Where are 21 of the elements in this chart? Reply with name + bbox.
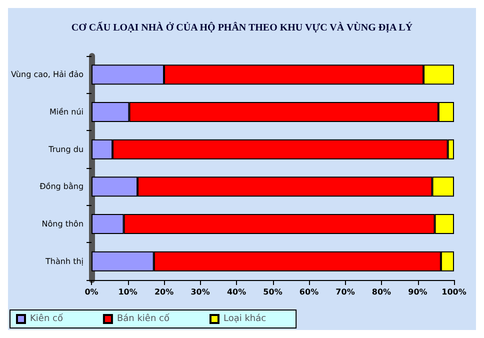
x-tick-label: 100% bbox=[442, 288, 466, 296]
y-tick-label: Đồng bằng bbox=[40, 181, 84, 192]
x-tick-label: 60% bbox=[299, 288, 319, 296]
x-tick-label: 50% bbox=[263, 288, 282, 296]
y-tick-label: Thành thị bbox=[44, 256, 84, 266]
legend-label: Kiên cố bbox=[30, 313, 64, 324]
legend-label: Bán kiên cố bbox=[116, 313, 170, 324]
x-tick-label: 80% bbox=[372, 288, 392, 296]
x-tick-label: 30% bbox=[190, 288, 210, 296]
y-tick-label: Vùng cao, Hải đảo bbox=[11, 70, 84, 80]
y-tick-label: Nông thôn bbox=[42, 220, 84, 228]
x-tick-label: 20% bbox=[154, 288, 174, 296]
x-tick-label: 10% bbox=[118, 288, 138, 296]
legend-label: Loại khác bbox=[223, 313, 266, 324]
chart-title: CƠ CẤU LOẠI NHÀ Ở CỦA HỘ PHÂN THEO KHU VỰC VÀ VÙNG ĐỊA LÝ bbox=[71, 22, 414, 34]
x-tick-label: 0% bbox=[84, 288, 98, 296]
x-tick-label: 40% bbox=[226, 288, 246, 296]
x-tick-label: 90% bbox=[408, 288, 428, 296]
x-tick-label: 70% bbox=[336, 288, 355, 296]
y-tick-label: Trung du bbox=[48, 144, 84, 154]
y-tick-label: Miền núi bbox=[50, 108, 84, 116]
